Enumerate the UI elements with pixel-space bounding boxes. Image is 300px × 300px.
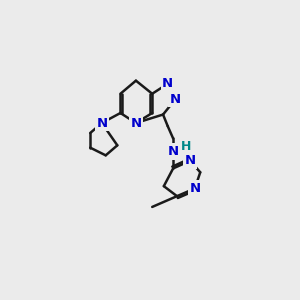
Text: N: N <box>168 145 179 158</box>
Text: H: H <box>181 140 191 153</box>
Text: N: N <box>130 116 142 130</box>
Text: N: N <box>170 93 181 106</box>
Text: N: N <box>189 182 200 195</box>
Text: N: N <box>96 116 107 130</box>
Text: N: N <box>184 154 196 167</box>
Text: N: N <box>162 77 173 90</box>
